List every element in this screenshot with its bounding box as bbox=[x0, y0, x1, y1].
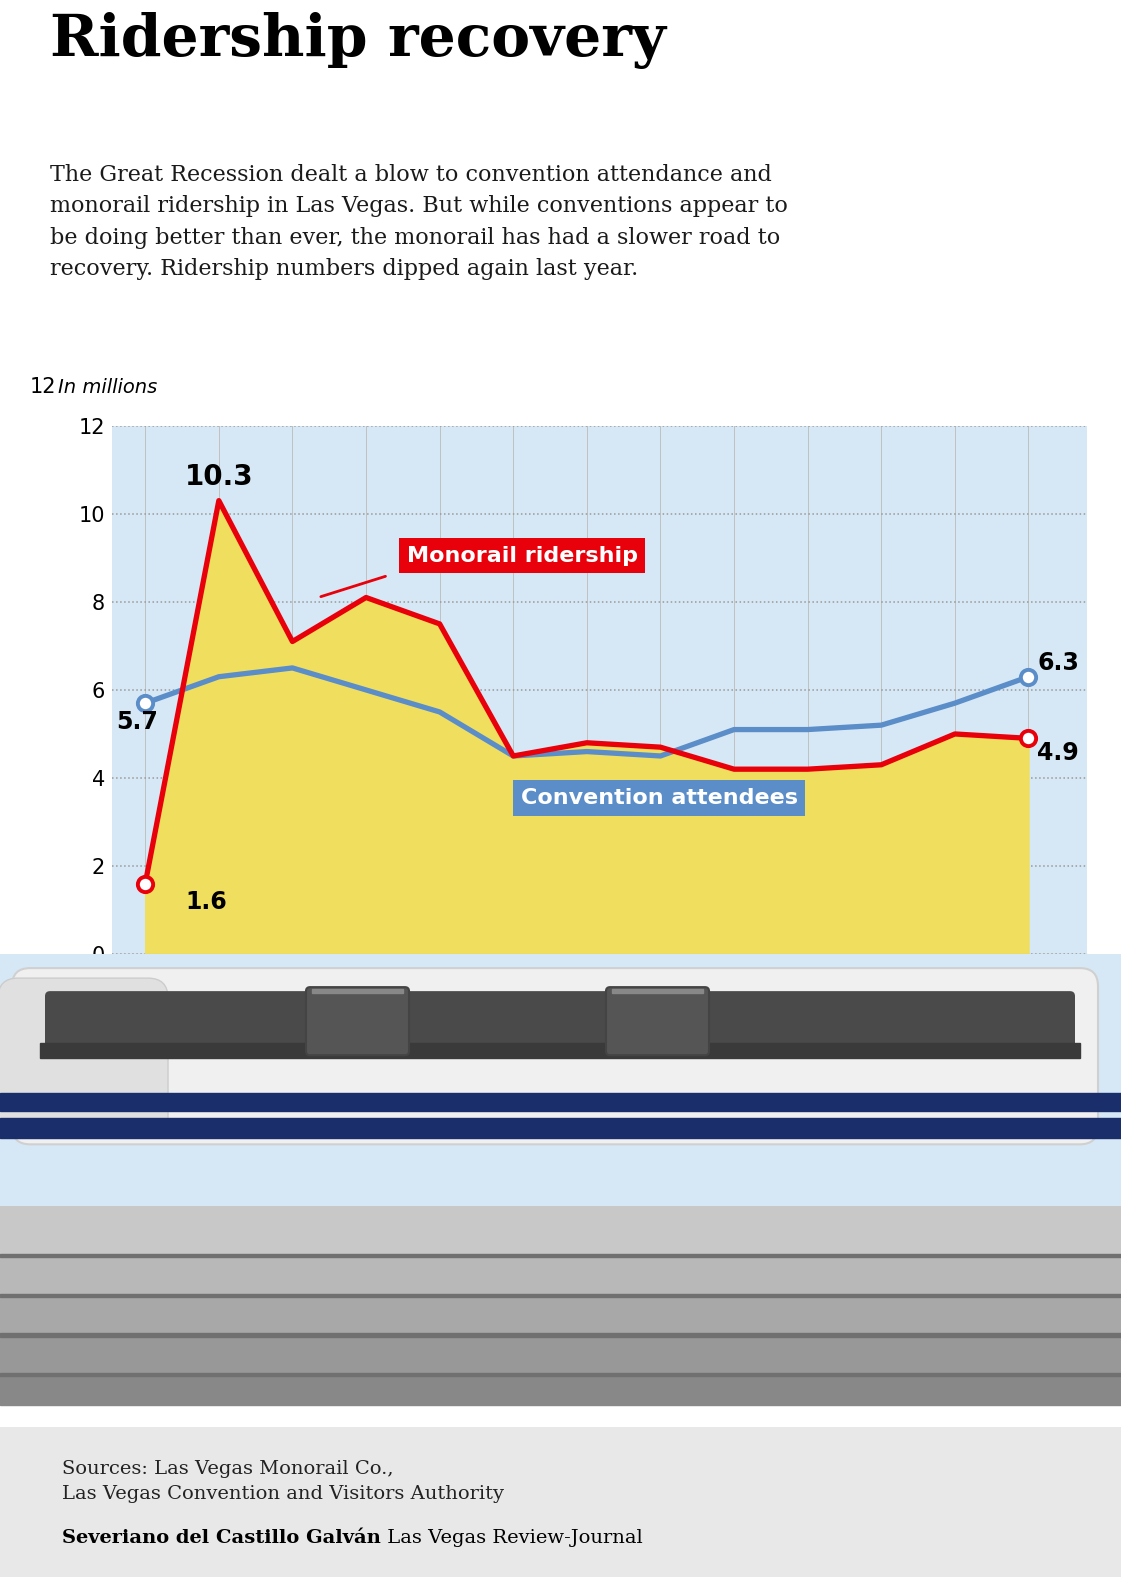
Bar bbox=[0, 1293, 1121, 1296]
FancyBboxPatch shape bbox=[306, 987, 409, 1055]
Bar bbox=[0, 1295, 1121, 1334]
Text: 12: 12 bbox=[29, 377, 56, 397]
Bar bbox=[0, 1093, 1121, 1112]
FancyBboxPatch shape bbox=[45, 990, 1075, 1057]
Bar bbox=[0, 1333, 1121, 1337]
Bar bbox=[40, 1044, 1080, 1058]
FancyBboxPatch shape bbox=[606, 987, 708, 1055]
Bar bbox=[0, 1255, 1121, 1295]
Text: 1.6: 1.6 bbox=[186, 891, 228, 915]
Text: 6.3: 6.3 bbox=[1037, 651, 1080, 675]
Text: 4.9: 4.9 bbox=[1037, 741, 1080, 765]
Text: Sources: Las Vegas Monorail Co.,
Las Vegas Convention and Visitors Authority: Sources: Las Vegas Monorail Co., Las Veg… bbox=[62, 1460, 503, 1503]
Bar bbox=[612, 989, 703, 994]
Text: Las Vegas Review-Journal: Las Vegas Review-Journal bbox=[381, 1530, 642, 1547]
Text: Monorail ridership: Monorail ridership bbox=[407, 546, 638, 566]
Bar bbox=[0, 1334, 1121, 1374]
Text: Convention attendees: Convention attendees bbox=[520, 788, 798, 807]
Bar bbox=[0, 1374, 1121, 1377]
FancyBboxPatch shape bbox=[12, 968, 1097, 1145]
Text: 5.7: 5.7 bbox=[115, 710, 158, 733]
Text: The Great Recession dealt a blow to convention attendance and
monorail ridership: The Great Recession dealt a blow to conv… bbox=[50, 164, 788, 281]
Text: In millions: In millions bbox=[58, 378, 158, 397]
Text: 10.3: 10.3 bbox=[185, 464, 253, 490]
Text: Ridership recovery: Ridership recovery bbox=[50, 13, 666, 69]
Bar bbox=[0, 1118, 1121, 1139]
Bar bbox=[0, 1374, 1121, 1405]
Text: Severiano del Castillo Galván: Severiano del Castillo Galván bbox=[62, 1530, 380, 1547]
Bar bbox=[312, 989, 404, 994]
FancyBboxPatch shape bbox=[0, 978, 168, 1139]
Bar bbox=[0, 1206, 1121, 1255]
Bar bbox=[0, 1254, 1121, 1257]
